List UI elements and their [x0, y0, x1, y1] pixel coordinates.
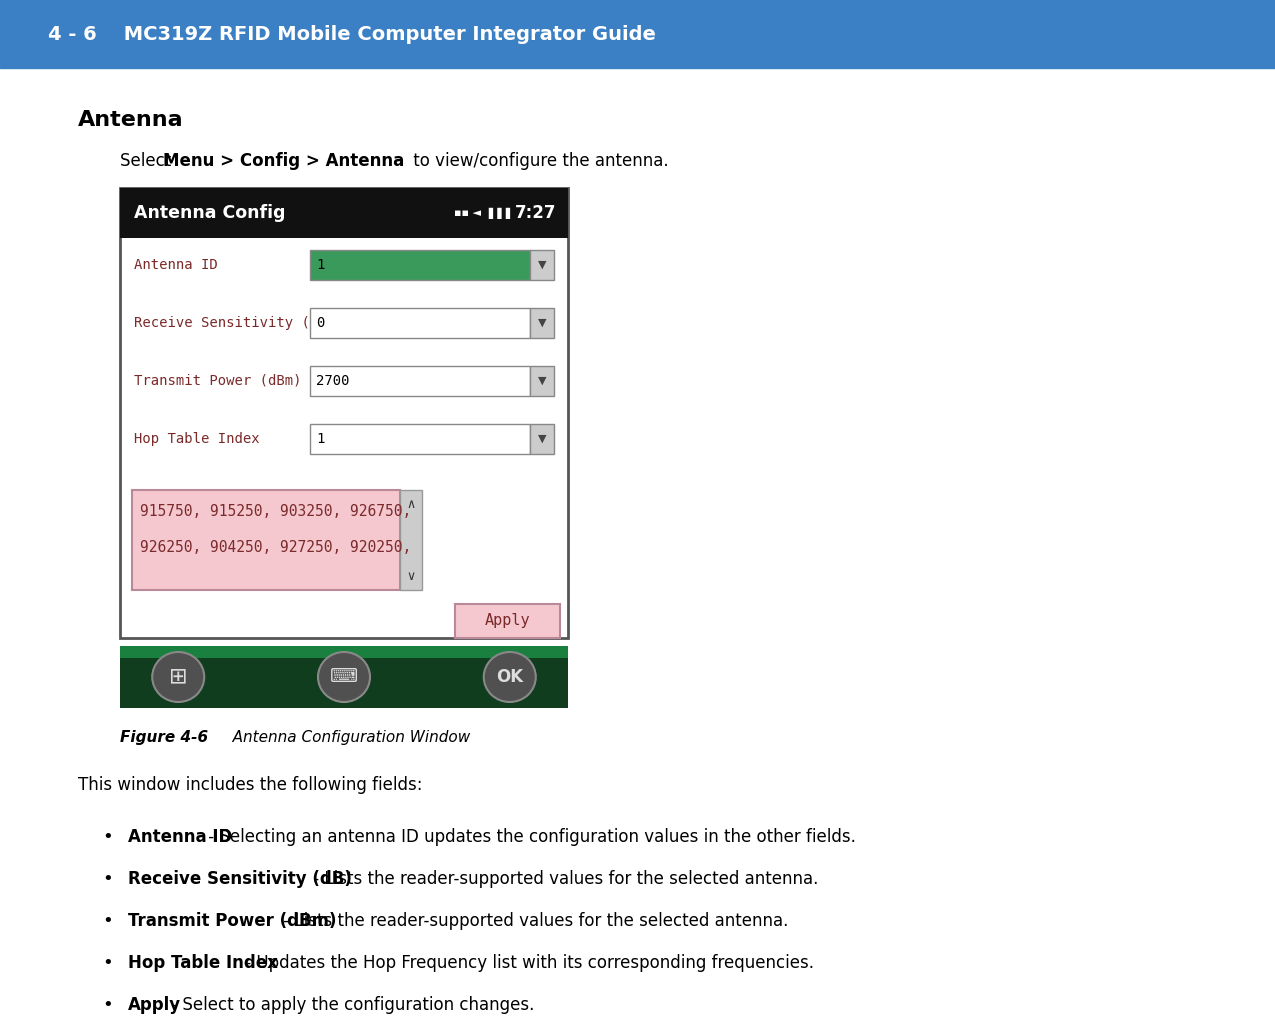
Text: to view/configure the antenna.: to view/configure the antenna.	[408, 152, 668, 170]
Text: ∨: ∨	[407, 569, 416, 583]
Text: Hop Table Index: Hop Table Index	[134, 432, 260, 446]
Text: Menu > Config > Antenna: Menu > Config > Antenna	[163, 152, 404, 170]
Text: Receive Sensitivity (dB): Receive Sensitivity (dB)	[128, 870, 352, 887]
Bar	[120, 188, 567, 238]
Bar	[0, 0, 1275, 68]
Text: 1: 1	[316, 258, 324, 272]
Text: - Lists the reader-supported values for the selected antenna.: - Lists the reader-supported values for …	[278, 912, 788, 930]
Bar	[120, 646, 567, 658]
Text: OK: OK	[496, 668, 523, 686]
Bar	[310, 308, 530, 338]
Bar	[310, 366, 530, 396]
Text: Transmit Power (dBm): Transmit Power (dBm)	[134, 374, 301, 388]
Bar	[400, 490, 422, 590]
Text: •: •	[102, 996, 113, 1014]
Text: Antenna Configuration Window: Antenna Configuration Window	[218, 731, 470, 745]
Text: Select: Select	[120, 152, 176, 170]
Bar	[455, 604, 560, 638]
Text: - Lists the reader-supported values for the selected antenna.: - Lists the reader-supported values for …	[309, 870, 819, 887]
Bar	[530, 308, 555, 338]
Text: Apply: Apply	[128, 996, 181, 1014]
Text: Hop Table Index: Hop Table Index	[128, 954, 278, 972]
Text: This window includes the following fields:: This window includes the following field…	[78, 776, 422, 794]
Text: ▼: ▼	[538, 376, 546, 386]
Text: Receive Sensitivity (dB): Receive Sensitivity (dB)	[134, 316, 335, 330]
Bar	[310, 424, 530, 453]
Bar	[120, 188, 567, 638]
Text: 915750, 915250, 903250, 926750,: 915750, 915250, 903250, 926750,	[140, 504, 412, 519]
Text: ▼: ▼	[538, 260, 546, 270]
Bar	[133, 490, 400, 590]
Text: •: •	[102, 828, 113, 846]
Text: 926250, 904250, 927250, 920250,: 926250, 904250, 927250, 920250,	[140, 540, 412, 555]
Text: ▼: ▼	[538, 318, 546, 328]
Bar	[530, 424, 555, 453]
Text: Antenna Config: Antenna Config	[134, 204, 286, 222]
Text: - Select to apply the configuration changes.: - Select to apply the configuration chan…	[166, 996, 534, 1014]
Bar	[120, 646, 567, 708]
Text: ⊞: ⊞	[168, 667, 187, 687]
Text: ▼: ▼	[538, 434, 546, 444]
Text: ⌨: ⌨	[330, 668, 358, 686]
Text: ▪▪ ◄ ▐▐▐: ▪▪ ◄ ▐▐▐	[454, 207, 510, 219]
Text: 2700: 2700	[316, 374, 349, 388]
Text: Figure 4-6: Figure 4-6	[120, 731, 208, 745]
Text: ∧: ∧	[407, 498, 416, 511]
Text: •: •	[102, 954, 113, 972]
Text: Antenna ID: Antenna ID	[134, 258, 218, 272]
Bar	[310, 250, 530, 280]
Text: 7:27: 7:27	[515, 204, 556, 222]
Text: Antenna ID: Antenna ID	[128, 828, 232, 846]
Text: Transmit Power (dBm): Transmit Power (dBm)	[128, 912, 337, 930]
Text: •: •	[102, 912, 113, 930]
Ellipse shape	[152, 652, 204, 702]
Text: - Selecting an antenna ID updates the configuration values in the other fields.: - Selecting an antenna ID updates the co…	[203, 828, 856, 846]
Bar	[530, 366, 555, 396]
Text: 1: 1	[316, 432, 324, 446]
Ellipse shape	[317, 652, 370, 702]
Bar	[530, 250, 555, 280]
Text: - Updates the Hop Frequency list with its corresponding frequencies.: - Updates the Hop Frequency list with it…	[241, 954, 815, 972]
Text: 0: 0	[316, 316, 324, 330]
Text: Antenna: Antenna	[78, 110, 184, 130]
Text: •: •	[102, 870, 113, 887]
Text: 4 - 6    MC319Z RFID Mobile Computer Integrator Guide: 4 - 6 MC319Z RFID Mobile Computer Integr…	[48, 25, 655, 43]
Text: Apply: Apply	[484, 614, 530, 629]
Ellipse shape	[483, 652, 536, 702]
